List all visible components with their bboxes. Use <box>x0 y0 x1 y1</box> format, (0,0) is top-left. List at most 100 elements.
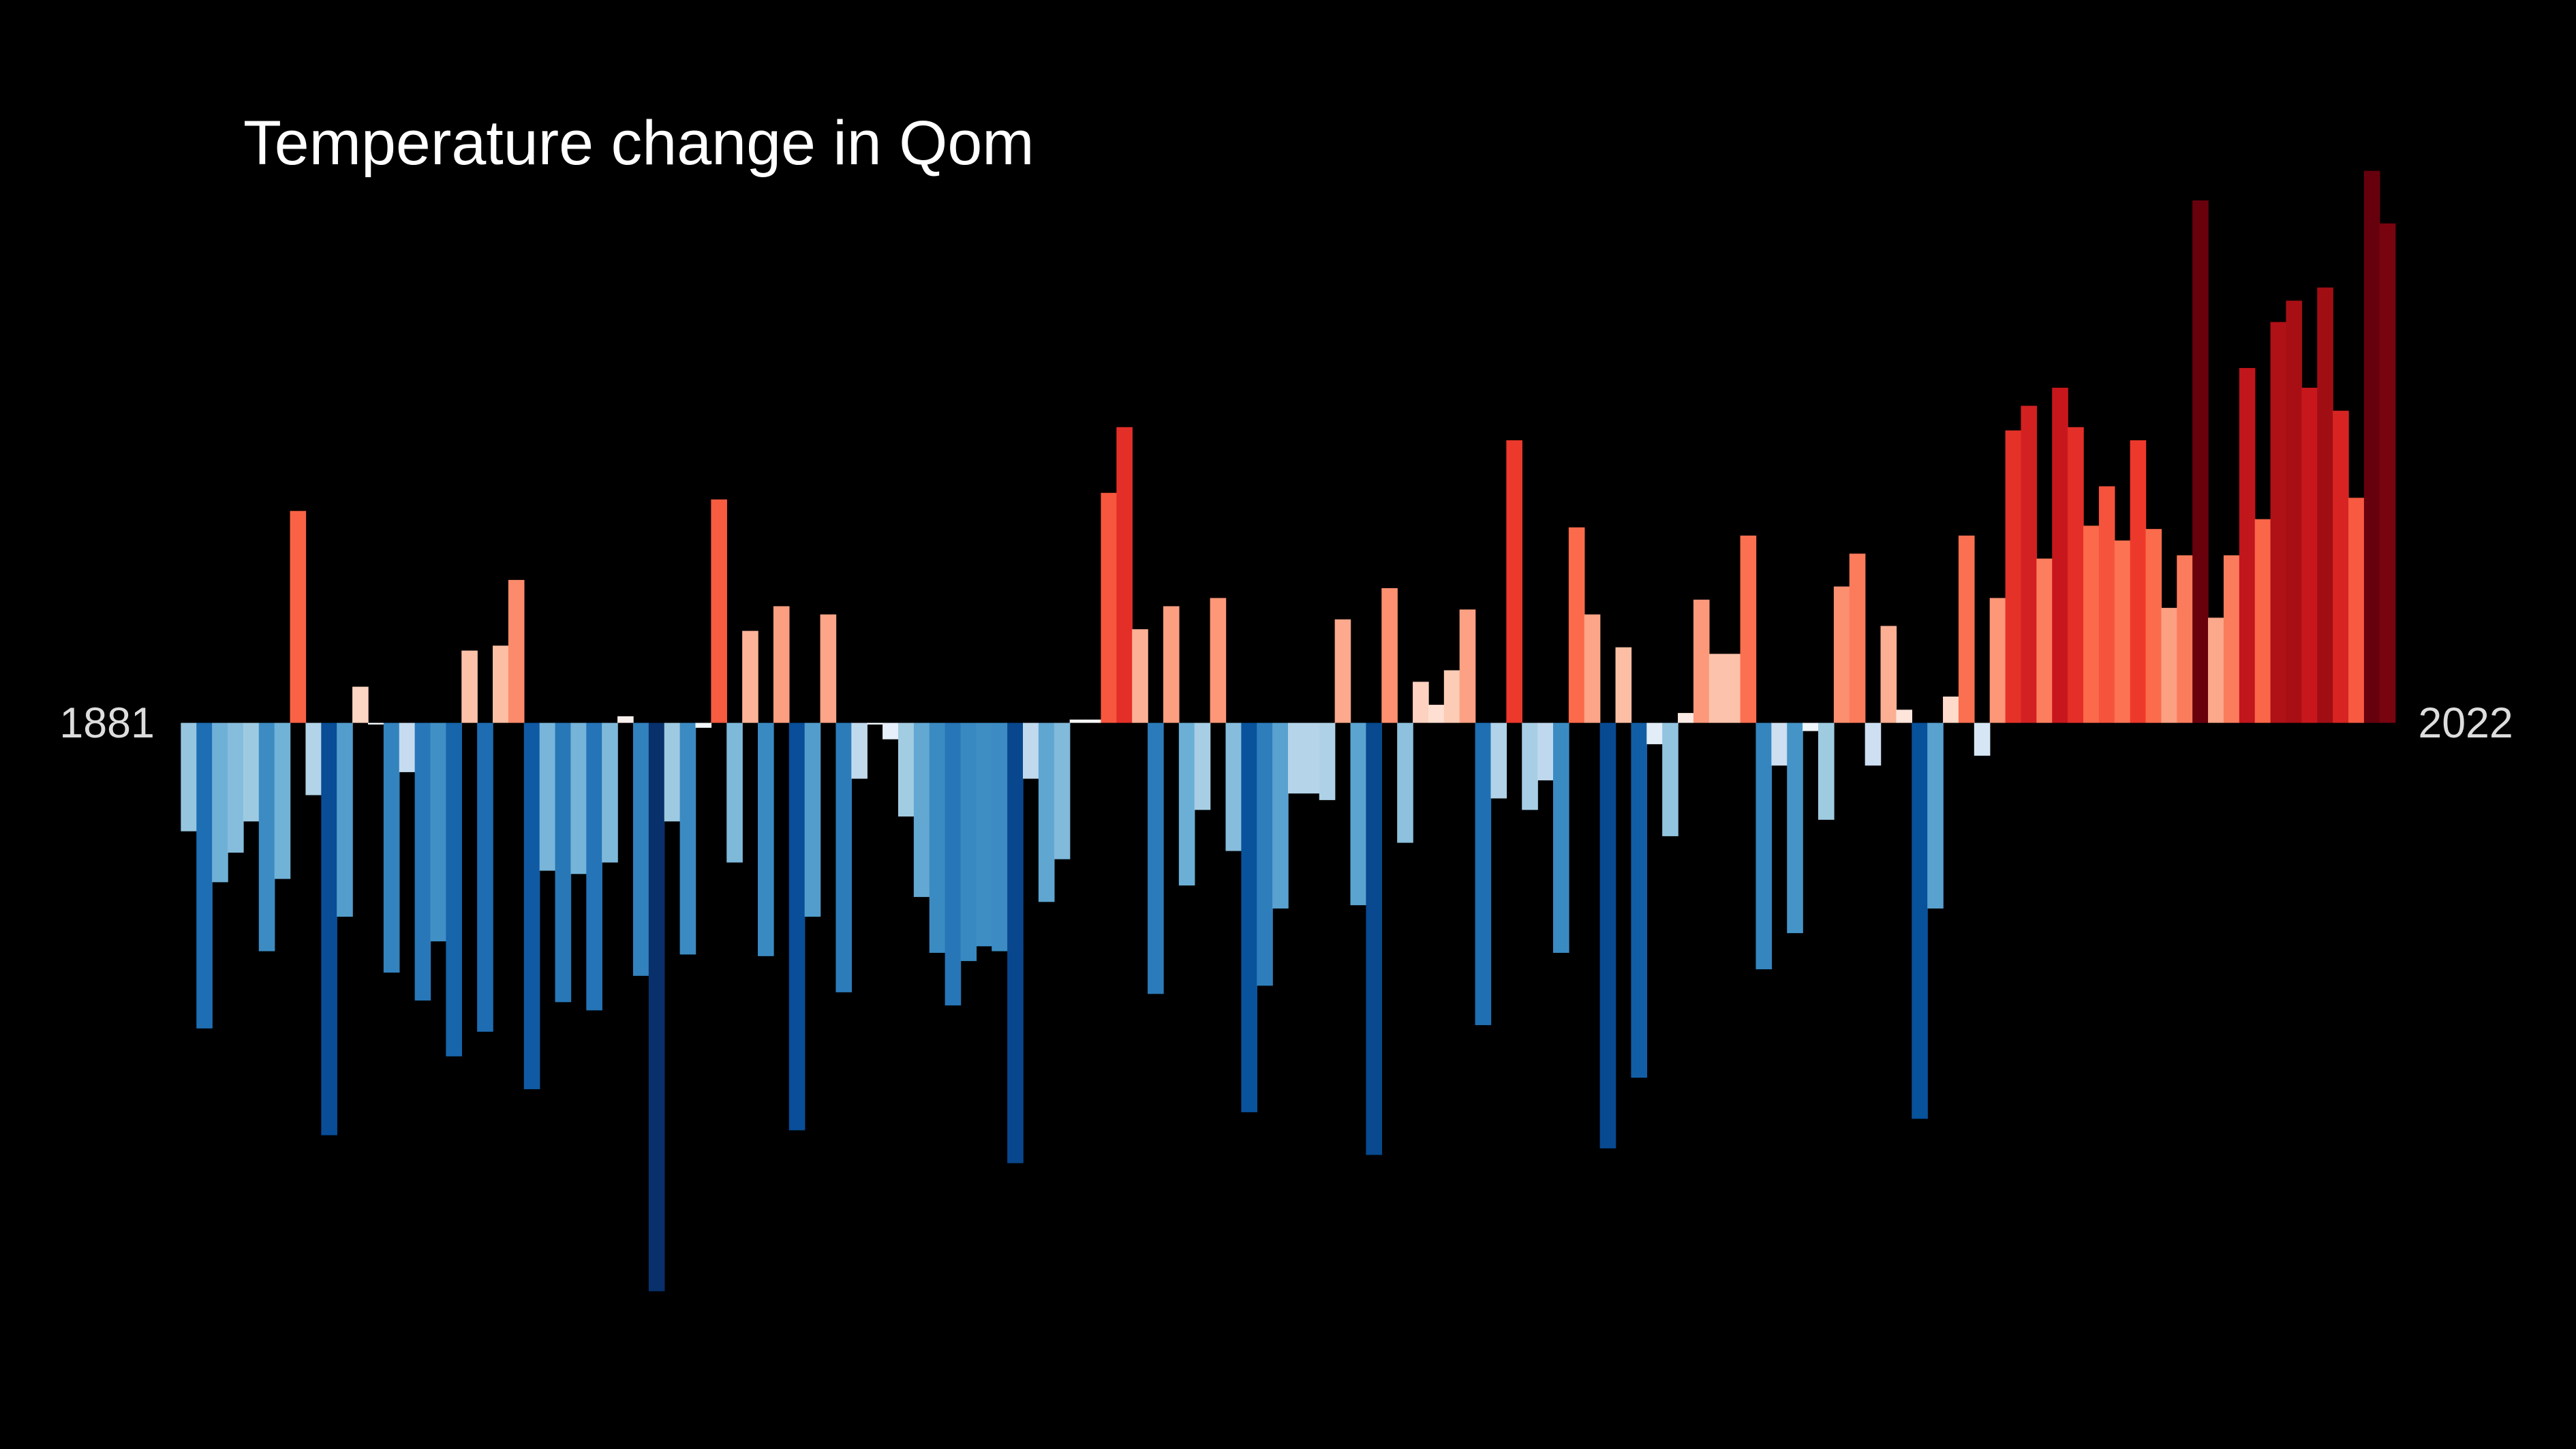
bar <box>290 510 307 723</box>
bar <box>1116 427 1133 723</box>
bar <box>960 722 977 962</box>
bar <box>1413 682 1429 723</box>
bar <box>383 722 400 973</box>
bar <box>679 722 696 955</box>
bar <box>851 722 868 779</box>
bar <box>1724 654 1741 723</box>
x-tick-label: 2022 <box>2418 699 2513 747</box>
bar <box>321 722 337 1135</box>
bar <box>570 722 587 874</box>
bar <box>1319 722 1336 800</box>
bar <box>711 499 727 723</box>
bar <box>1350 722 1367 906</box>
bar <box>212 722 228 883</box>
bar <box>493 645 509 723</box>
bar <box>523 722 540 1090</box>
bar <box>1023 722 1039 779</box>
bar <box>2254 519 2271 723</box>
bar <box>1007 722 1024 1163</box>
bar <box>430 722 447 942</box>
bar <box>617 716 634 723</box>
bar <box>1599 722 1616 1148</box>
bar <box>1755 722 1773 970</box>
bar <box>2052 387 2068 723</box>
bar <box>945 722 962 1006</box>
bar <box>1662 722 1678 836</box>
bar <box>804 722 821 917</box>
bar <box>2161 607 2178 723</box>
bar <box>1132 629 1148 723</box>
bar <box>196 722 213 1028</box>
bar <box>1101 493 1118 723</box>
bar <box>867 722 883 724</box>
bar <box>305 722 322 795</box>
bar <box>1615 647 1632 723</box>
bar <box>1397 722 1413 843</box>
bar <box>1490 722 1507 799</box>
bar <box>2068 427 2084 723</box>
bar <box>1194 722 1211 810</box>
bar <box>1381 588 1398 723</box>
bar <box>2208 617 2224 723</box>
bar <box>1803 722 1819 731</box>
bar <box>2021 406 2038 723</box>
bar <box>2286 301 2303 723</box>
bar <box>1896 710 1913 723</box>
bar <box>1288 722 1304 794</box>
bar <box>742 630 758 723</box>
bar <box>2130 440 2147 723</box>
bar <box>2379 223 2396 723</box>
bar <box>1708 654 1726 723</box>
bar <box>2301 387 2318 723</box>
bar <box>1272 722 1289 909</box>
bar <box>1568 527 1585 723</box>
bar <box>1334 619 1351 723</box>
bar <box>2239 367 2256 723</box>
bar <box>1038 722 1055 902</box>
bar <box>1148 722 1164 994</box>
bar <box>1069 719 1086 723</box>
bar <box>695 722 712 728</box>
bar <box>773 606 790 723</box>
bar <box>1787 722 1803 934</box>
bar <box>1085 719 1102 723</box>
bar <box>1459 609 1476 723</box>
bar <box>555 722 572 1003</box>
bar <box>913 722 930 898</box>
bar <box>1974 722 1991 756</box>
bar <box>367 722 384 724</box>
bar <box>1303 722 1320 794</box>
bar <box>181 722 197 832</box>
bar <box>2036 558 2053 723</box>
bar <box>1163 606 1180 723</box>
bar <box>1943 697 1959 723</box>
bar <box>1740 535 1757 723</box>
bar <box>2333 410 2349 723</box>
bar <box>1849 553 1866 723</box>
bar <box>1054 722 1071 859</box>
bar <box>446 722 462 1056</box>
bar <box>414 722 431 1001</box>
chart-title: Temperature change in Qom <box>243 108 1034 178</box>
bar <box>258 722 275 951</box>
bar <box>1537 722 1554 780</box>
bar <box>1818 722 1835 820</box>
bar <box>352 686 369 723</box>
bar <box>1958 535 1975 723</box>
bar <box>2114 540 2131 723</box>
bar <box>1552 722 1569 954</box>
bar <box>898 722 915 817</box>
bar <box>243 722 260 822</box>
bar <box>399 722 416 772</box>
bar <box>929 722 946 954</box>
bar <box>1428 705 1445 723</box>
bar <box>1927 722 1944 909</box>
bar <box>228 722 244 853</box>
bar <box>2317 287 2333 723</box>
bar <box>2363 170 2380 723</box>
bar <box>1989 598 2006 723</box>
bar <box>337 722 353 917</box>
bar <box>1912 722 1928 1119</box>
